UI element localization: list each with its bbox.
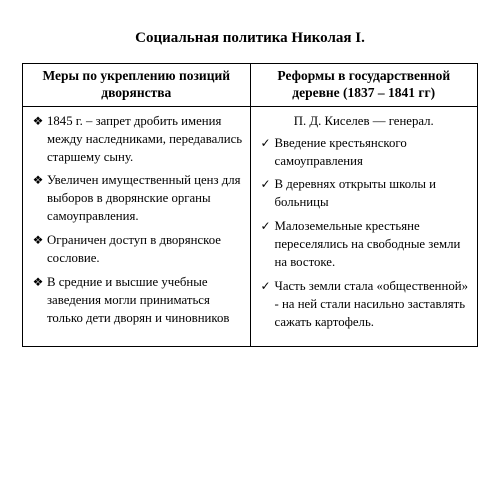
item-text: Ограничен доступ в дворянское сословие. [47,233,221,265]
item-text: В средние и высшие учебные заведения мог… [47,275,229,325]
check-bullet-icon: ✓ [259,218,273,235]
list-item: ❖ Ограничен доступ в дворянское сословие… [29,232,244,268]
item-text: 1845 г. – запрет дробить имения между на… [47,114,242,164]
list-item: ✓ Малоземельные крестьяне переселялись н… [257,218,472,272]
comparison-table: Меры по укреплению позиций дворянства Ре… [22,63,478,347]
slide-page: Социальная политика Николая I. Меры по у… [0,0,500,500]
item-text: Увеличен имущественный ценз для выборов … [47,173,241,223]
item-text: Введение крестьянского самоуправления [275,136,407,168]
item-text: Часть земли стала «общественной» - на не… [275,279,468,329]
col-header-left: Меры по укреплению позиций дворянства [23,64,251,107]
list-item: ✓ В деревнях открыты школы и больницы [257,176,472,212]
diamond-bullet-icon: ❖ [31,274,45,291]
item-text: В деревнях открыты школы и больницы [275,177,437,209]
diamond-bullet-icon: ❖ [31,172,45,189]
right-intro: П. Д. Киселев — генерал. [257,113,472,131]
check-bullet-icon: ✓ [259,176,273,193]
check-bullet-icon: ✓ [259,135,273,152]
list-item: ✓ Часть земли стала «общественной» - на … [257,278,472,332]
page-title: Социальная политика Николая I. [22,30,478,47]
right-list: ✓ Введение крестьянского самоуправления … [257,135,472,332]
cell-right: П. Д. Киселев — генерал. ✓ Введение крес… [250,106,478,346]
list-item: ❖ Увеличен имущественный ценз для выборо… [29,172,244,226]
list-item: ❖ 1845 г. – запрет дробить имения между … [29,113,244,167]
list-item: ✓ Введение крестьянского самоуправления [257,135,472,171]
col-header-right: Реформы в государственной деревне (1837 … [250,64,478,107]
item-text: Малоземельные крестьяне переселялись на … [275,219,461,269]
left-list: ❖ 1845 г. – запрет дробить имения между … [29,113,244,328]
cell-left: ❖ 1845 г. – запрет дробить имения между … [23,106,251,346]
diamond-bullet-icon: ❖ [31,232,45,249]
check-bullet-icon: ✓ [259,278,273,295]
list-item: ❖ В средние и высшие учебные заведения м… [29,274,244,328]
diamond-bullet-icon: ❖ [31,113,45,130]
